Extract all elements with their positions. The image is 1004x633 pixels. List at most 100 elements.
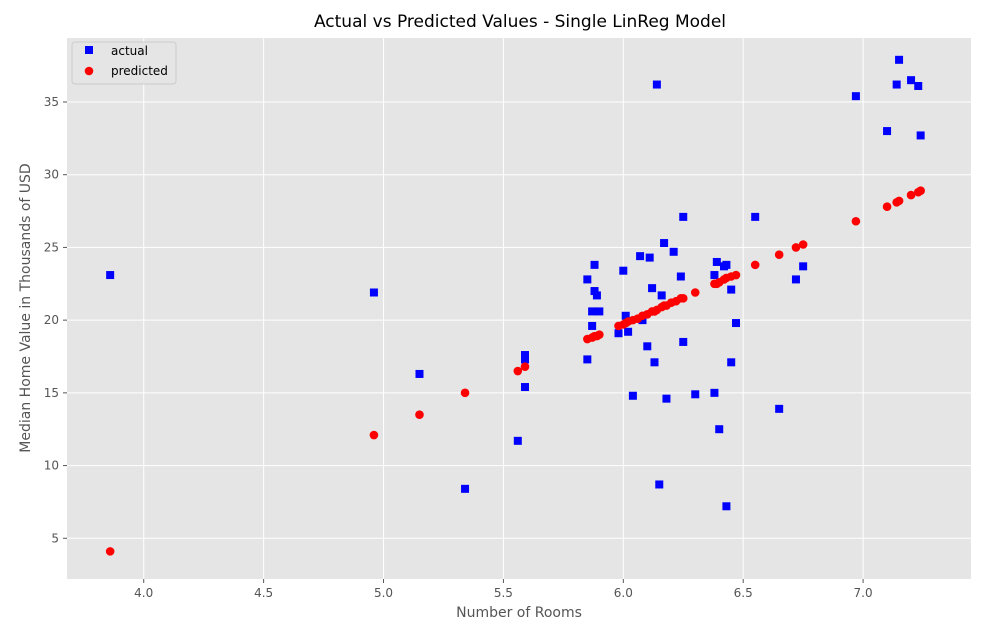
actual-point	[660, 239, 669, 248]
x-tick-label: 6.5	[734, 586, 753, 600]
actual-point	[652, 80, 661, 89]
actual-point	[106, 271, 115, 280]
chart-title: Actual vs Predicted Values - Single LinR…	[314, 12, 726, 32]
actual-point	[369, 288, 378, 297]
predicted-point	[750, 260, 760, 270]
y-tick-label: 10	[44, 459, 59, 473]
actual-point	[583, 355, 592, 364]
predicted-point	[678, 294, 688, 303]
actual-point	[799, 262, 808, 271]
actual-point	[645, 253, 654, 262]
predicted-point	[513, 366, 523, 376]
actual-point	[648, 284, 657, 293]
actual-point	[669, 247, 678, 256]
predicted-point	[851, 216, 861, 226]
predicted-point	[415, 410, 424, 419]
actual-point	[415, 369, 424, 378]
y-tick-label: 30	[44, 168, 59, 182]
actual-point	[732, 319, 741, 328]
actual-point	[710, 388, 719, 397]
actual-point	[751, 212, 760, 221]
x-tick-label: 4.0	[134, 586, 153, 600]
data-marks	[105, 55, 925, 556]
predicted-point	[894, 196, 904, 206]
actual-point	[892, 80, 901, 89]
actual-point	[722, 502, 731, 511]
actual-point	[883, 127, 892, 136]
legend: actual predicted	[71, 41, 177, 85]
y-axis-label: Median Home Value in Thousands of USD	[18, 163, 34, 452]
predicted-point	[916, 186, 925, 196]
x-tick-label: 5.5	[494, 586, 513, 600]
actual-point	[520, 351, 529, 360]
series-predicted	[105, 186, 925, 556]
actual-point	[727, 358, 736, 367]
series-actual	[106, 55, 925, 511]
y-tick-label: 35	[44, 95, 59, 109]
actual-point	[791, 275, 800, 284]
legend-marker-actual	[85, 46, 93, 54]
predicted-point	[731, 270, 741, 280]
actual-point	[621, 311, 630, 320]
x-axis-ticks: 4.0 4.5 5.0 5.5 6.0 6.5 7.0	[134, 579, 873, 600]
actual-point	[590, 287, 599, 296]
plot-area	[67, 38, 971, 579]
x-tick-label: 5.0	[374, 586, 393, 600]
actual-point	[592, 291, 601, 300]
y-tick-label: 20	[44, 313, 59, 327]
predicted-point	[774, 250, 784, 259]
predicted-point	[906, 190, 916, 200]
actual-point	[679, 212, 688, 221]
predicted-point	[369, 430, 379, 440]
actual-point	[643, 342, 652, 351]
actual-point	[513, 436, 522, 445]
predicted-point	[798, 240, 808, 249]
actual-point	[638, 316, 647, 325]
actual-point	[722, 260, 731, 269]
actual-point	[520, 355, 529, 364]
actual-point	[624, 327, 633, 336]
actual-point	[691, 390, 700, 399]
actual-point	[619, 266, 628, 275]
actual-point	[628, 391, 637, 400]
x-tick-label: 4.5	[254, 586, 273, 600]
legend-marker-predicted	[84, 66, 94, 76]
x-axis-label: Number of Rooms	[456, 605, 582, 621]
actual-point	[916, 131, 925, 140]
predicted-point	[520, 362, 530, 371]
actual-point	[657, 291, 666, 300]
y-tick-label: 15	[44, 386, 59, 400]
actual-point	[851, 92, 860, 101]
actual-point	[914, 81, 923, 90]
predicted-point	[791, 243, 801, 252]
grid	[67, 38, 971, 579]
actual-point	[590, 260, 599, 269]
legend-label-actual: actual	[111, 44, 148, 58]
legend-label-predicted: predicted	[111, 64, 168, 78]
predicted-point	[690, 288, 700, 297]
y-axis-ticks: 5 10 15 20 25 30 35	[44, 95, 67, 545]
predicted-point	[105, 547, 115, 556]
predicted-point	[595, 330, 604, 339]
y-tick-label: 25	[44, 240, 59, 254]
actual-point	[655, 480, 664, 489]
actual-point	[775, 404, 784, 413]
actual-point	[662, 394, 671, 403]
actual-point	[907, 76, 916, 85]
actual-point	[712, 257, 721, 266]
actual-point	[520, 383, 529, 392]
actual-point	[636, 252, 645, 261]
actual-point	[895, 55, 904, 64]
actual-point	[710, 271, 719, 280]
actual-point	[676, 272, 685, 281]
predicted-point	[460, 388, 470, 398]
actual-point	[650, 358, 659, 367]
actual-point	[727, 285, 736, 294]
actual-point	[588, 307, 597, 316]
x-tick-label: 6.0	[614, 586, 633, 600]
actual-point	[461, 484, 470, 493]
actual-point	[588, 321, 597, 330]
actual-point	[715, 425, 724, 434]
actual-point	[614, 329, 623, 338]
